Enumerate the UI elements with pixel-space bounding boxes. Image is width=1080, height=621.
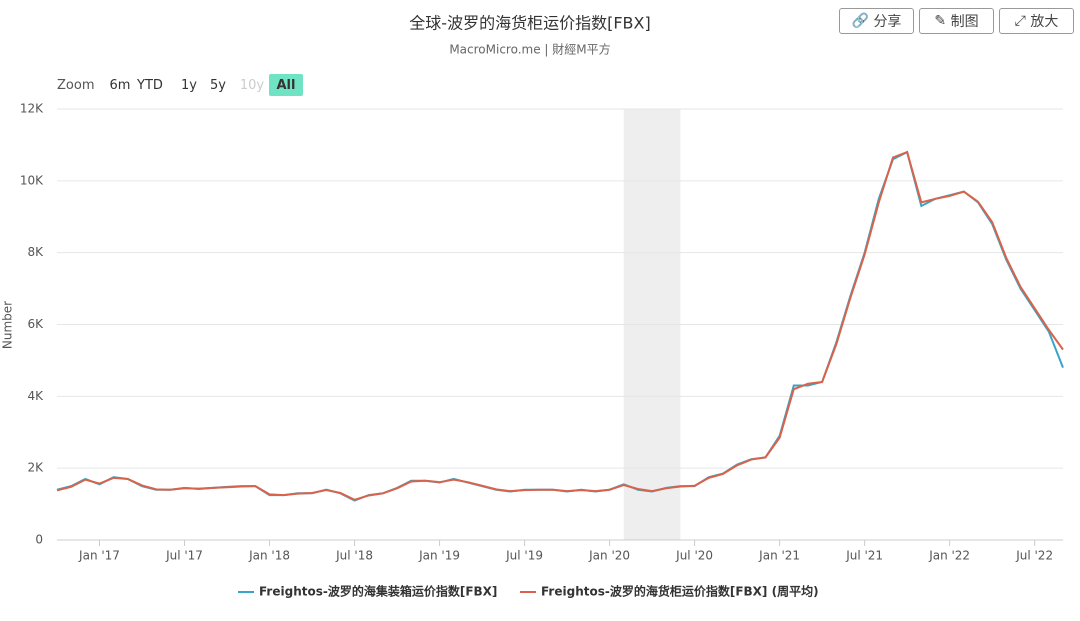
chart-title: 全球-波罗的海货柜运价指数[FBX] [409,14,650,33]
zoom-option[interactable]: All [269,74,303,96]
x-tick-label: Jan '22 [928,549,970,563]
shaded-period [623,109,681,540]
y-tick-label: 12K [20,102,44,116]
x-tick-label: Jan '21 [758,549,800,563]
y-tick-label: 10K [20,173,44,187]
zoom-option[interactable]: 6m [109,77,131,93]
x-tick-label: Jul '21 [845,549,883,563]
series-line [56,150,1064,502]
x-tick-label: Jan '17 [78,549,120,563]
zoom-option[interactable]: YTD [137,77,163,93]
zoom-option[interactable]: 10y [239,77,265,93]
x-tick-label: Jan '18 [248,549,290,563]
legend-label: Freightos-波罗的海集装箱运价指数[FBX] [259,584,497,599]
legend-label: Freightos-波罗的海货柜运价指数[FBX] (周平均) [541,584,819,599]
zoom-option[interactable]: 1y [181,77,197,93]
expand-button[interactable]: ⤢ 放大 [999,8,1074,34]
series-line [56,150,1064,501]
share-button[interactable]: 🔗 分享 [839,8,914,34]
chart-subtitle: MacroMicro.me | 財經M平方 [449,42,610,57]
y-axis-label: Number [1,301,15,349]
x-tick-label: Jul '22 [1015,549,1053,563]
y-tick-label: 4K [27,389,44,403]
y-tick-label: 0 [35,533,43,547]
x-tick-label: Jan '20 [588,549,630,563]
button-label: 分享 [873,14,902,30]
y-tick-label: 2K [27,461,44,475]
button-label: 制图 [950,14,979,30]
y-tick-label: 6K [27,317,44,331]
zoom-option[interactable]: 5y [210,77,226,93]
x-tick-label: Jul '20 [675,549,713,563]
x-tick-label: Jul '19 [505,549,543,563]
x-tick-label: Jul '18 [335,549,373,563]
x-tick-label: Jul '17 [165,549,203,563]
button-label: 放大 [1030,14,1059,30]
x-tick-label: Jan '19 [418,549,460,563]
y-tick-label: 8K [27,245,44,259]
zoom-label: Zoom [57,77,95,93]
chart-button[interactable]: ✎ 制图 [919,8,994,34]
